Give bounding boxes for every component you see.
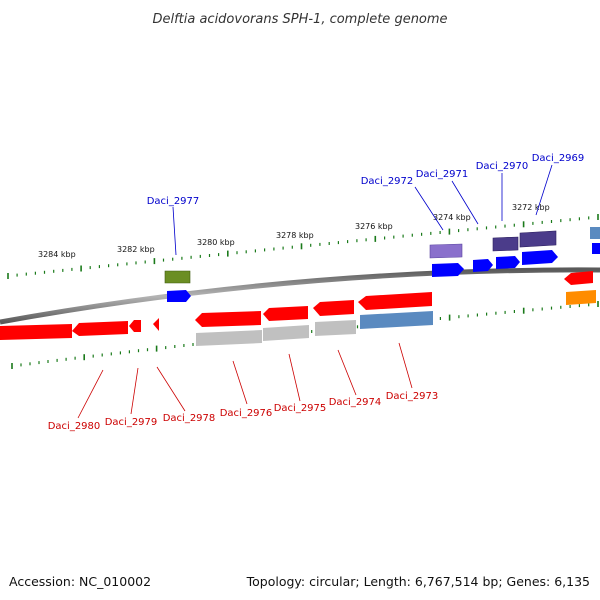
scale-label: 3272 kbp bbox=[512, 203, 550, 212]
gene-rna-edge[interactable] bbox=[592, 243, 600, 254]
gene-label-daci-2973[interactable]: Daci_2973 bbox=[386, 391, 439, 402]
accession-text: Accession: NC_010002 bbox=[9, 574, 151, 589]
forward-gene-labels: Daci_2977 Daci_2972 Daci_2971 Daci_2970 … bbox=[147, 153, 585, 207]
gene-label-daci-2977[interactable]: Daci_2977 bbox=[147, 196, 200, 207]
gene-daci-2975-rna[interactable] bbox=[263, 325, 309, 341]
gene-rna-daci-2971[interactable] bbox=[473, 259, 493, 272]
genome-backbone bbox=[0, 267, 600, 325]
gene-daci-2974-rna[interactable] bbox=[315, 320, 356, 336]
gene-label-daci-2971[interactable]: Daci_2971 bbox=[416, 169, 469, 180]
gene-daci-2974[interactable] bbox=[313, 300, 354, 316]
genome-title: Delftia acidovorans SPH-1, complete geno… bbox=[152, 12, 447, 27]
scale-label: 3276 kbp bbox=[355, 222, 393, 231]
gene-cds-edge[interactable] bbox=[590, 227, 600, 239]
gene-label-daci-2979[interactable]: Daci_2979 bbox=[105, 417, 158, 428]
gene-rna-daci-2970[interactable] bbox=[496, 256, 520, 269]
scale-label: 3284 kbp bbox=[38, 250, 76, 259]
reverse-gene-labels: Daci_2980 Daci_2979 Daci_2978 Daci_2976 … bbox=[48, 391, 439, 432]
gene-daci-2979[interactable] bbox=[72, 321, 128, 336]
gene-rna-daci-2977[interactable] bbox=[167, 290, 191, 302]
gene-daci-2978-b[interactable] bbox=[153, 318, 159, 331]
leader-daci-2974 bbox=[337, 349, 357, 396]
gene-label-daci-2976[interactable]: Daci_2976 bbox=[220, 408, 273, 419]
gene-daci-2976[interactable] bbox=[195, 311, 261, 327]
gene-rna-daci-2972[interactable] bbox=[432, 263, 464, 277]
gene-cds-daci-2977[interactable] bbox=[164, 270, 191, 284]
forward-genes bbox=[164, 227, 600, 302]
leader-daci-2979 bbox=[130, 367, 139, 415]
gene-daci-2978-a[interactable] bbox=[129, 320, 141, 332]
leader-daci-2980 bbox=[77, 369, 104, 419]
forward-tick-ring bbox=[7, 214, 599, 279]
gene-cds-daci-2970[interactable] bbox=[492, 236, 519, 252]
gene-daci-2980[interactable] bbox=[0, 324, 72, 340]
gene-label-daci-2969[interactable]: Daci_2969 bbox=[532, 153, 585, 164]
leader-daci-2973 bbox=[398, 342, 413, 389]
leader-daci-2972 bbox=[414, 186, 444, 231]
gene-cds-daci-2969[interactable] bbox=[519, 230, 557, 248]
gene-cds-daci-2972[interactable] bbox=[429, 243, 463, 259]
genome-summary-text: Topology: circular; Length: 6,767,514 bp… bbox=[246, 574, 590, 589]
gene-label-daci-2970[interactable]: Daci_2970 bbox=[476, 161, 529, 172]
gene-edge-orange[interactable] bbox=[566, 290, 596, 305]
gene-daci-2973-rna[interactable] bbox=[360, 311, 433, 329]
gene-label-daci-2980[interactable]: Daci_2980 bbox=[48, 421, 101, 432]
gene-label-daci-2975[interactable]: Daci_2975 bbox=[274, 403, 327, 414]
gene-rna-daci-2969[interactable] bbox=[522, 250, 558, 265]
gene-edge-red[interactable] bbox=[564, 271, 593, 285]
gene-daci-2976-rna[interactable] bbox=[196, 330, 262, 346]
leader-daci-2971 bbox=[451, 180, 479, 225]
scale-label: 3282 kbp bbox=[117, 245, 155, 254]
reverse-genes bbox=[0, 271, 596, 346]
leader-daci-2976 bbox=[232, 360, 248, 405]
scale-label: 3274 kbp bbox=[433, 213, 471, 222]
scale-labels: 3284 kbp 3282 kbp 3280 kbp 3278 kbp 3276… bbox=[38, 203, 550, 259]
scale-label: 3278 kbp bbox=[276, 231, 314, 240]
leader-daci-2975 bbox=[288, 353, 301, 402]
gene-daci-2973[interactable] bbox=[358, 292, 432, 310]
gene-label-daci-2974[interactable]: Daci_2974 bbox=[329, 397, 382, 408]
gene-label-daci-2978[interactable]: Daci_2978 bbox=[163, 413, 216, 424]
gene-daci-2975[interactable] bbox=[263, 306, 308, 321]
leader-daci-2978 bbox=[156, 366, 186, 412]
leader-daci-2969 bbox=[535, 164, 553, 216]
gene-label-daci-2972[interactable]: Daci_2972 bbox=[361, 176, 414, 187]
label-leaders bbox=[77, 164, 553, 419]
scale-label: 3280 kbp bbox=[197, 238, 235, 247]
leader-daci-2977 bbox=[172, 206, 177, 256]
